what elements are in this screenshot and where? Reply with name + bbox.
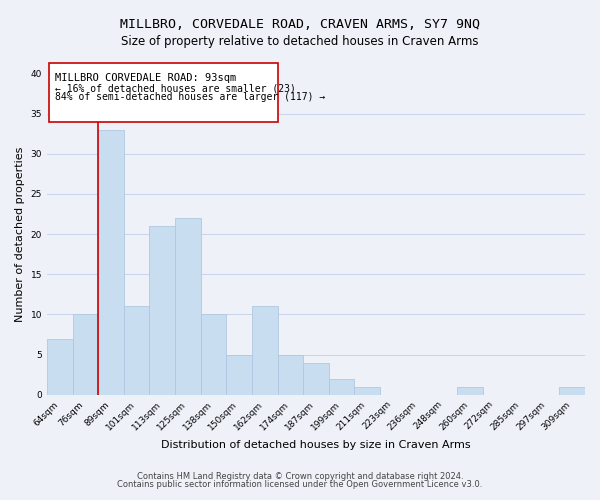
Text: Contains public sector information licensed under the Open Government Licence v3: Contains public sector information licen… [118,480,482,489]
Bar [73,314,98,394]
Bar [278,354,303,395]
Bar [124,306,149,394]
Bar [175,218,200,394]
Bar [47,338,73,394]
Bar [226,354,252,395]
Bar [200,314,226,394]
Text: MILLBRO, CORVEDALE ROAD, CRAVEN ARMS, SY7 9NQ: MILLBRO, CORVEDALE ROAD, CRAVEN ARMS, SY… [120,18,480,30]
Y-axis label: Number of detached properties: Number of detached properties [15,146,25,322]
Bar [559,386,585,394]
Bar [303,362,329,394]
Bar [329,378,355,394]
Bar [149,226,175,394]
X-axis label: Distribution of detached houses by size in Craven Arms: Distribution of detached houses by size … [161,440,471,450]
Bar [457,386,482,394]
Text: Contains HM Land Registry data © Crown copyright and database right 2024.: Contains HM Land Registry data © Crown c… [137,472,463,481]
Text: Size of property relative to detached houses in Craven Arms: Size of property relative to detached ho… [121,35,479,48]
Text: ← 16% of detached houses are smaller (23): ← 16% of detached houses are smaller (23… [55,84,296,94]
Text: MILLBRO CORVEDALE ROAD: 93sqm: MILLBRO CORVEDALE ROAD: 93sqm [55,74,237,84]
Bar [98,130,124,394]
Bar [252,306,278,394]
Bar [355,386,380,394]
Text: 84% of semi-detached houses are larger (117) →: 84% of semi-detached houses are larger (… [55,92,326,102]
